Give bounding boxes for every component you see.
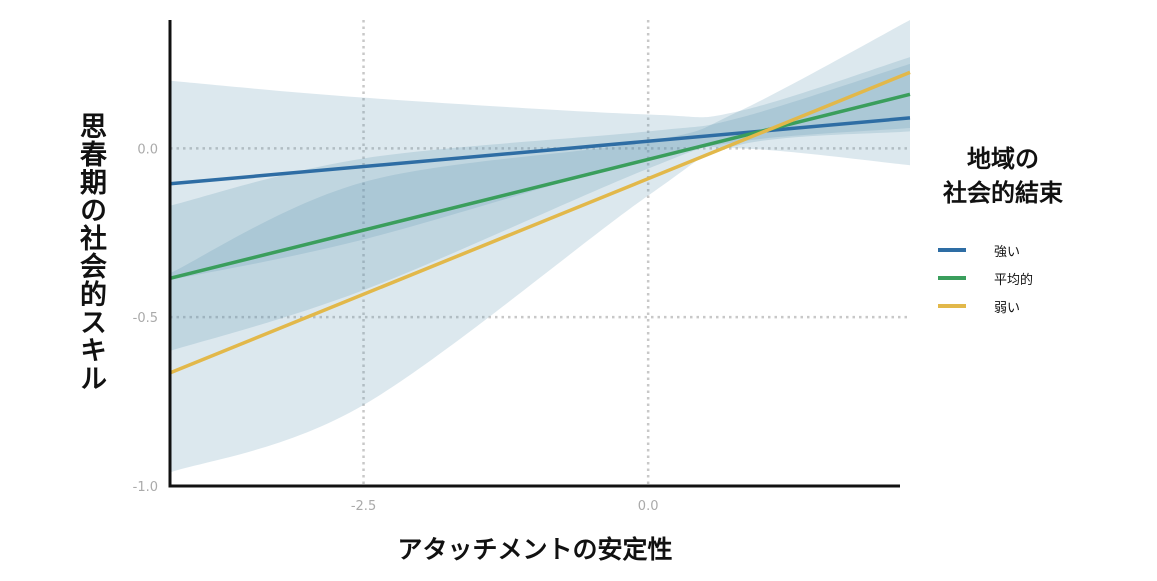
x-tick-label-1: 0.0 — [638, 499, 659, 514]
y-tick-label-2: -1.0 — [133, 480, 158, 495]
legend-swatch-average — [938, 276, 966, 280]
y-axis-label: 思春期の社会的スキル — [75, 112, 106, 392]
legend-item-average: 平均的 — [938, 264, 1033, 292]
line-strong — [169, 116, 911, 186]
line-average — [169, 92, 911, 281]
legend-item-strong: 強い — [938, 236, 1033, 264]
x-tick-label-0: -2.5 — [351, 499, 376, 514]
axes — [168, 20, 900, 488]
confidence-bands — [170, 20, 910, 473]
band-weak — [170, 20, 910, 473]
x-axis-label: アタッチメントの安定性 — [397, 535, 673, 564]
series-lines — [169, 70, 911, 375]
legend-title: 地域の 社会的結束 — [918, 142, 1088, 210]
legend-item-weak: 弱い — [938, 292, 1033, 320]
legend-title-line-2: 社会的結束 — [943, 179, 1063, 207]
legend-swatch-strong — [938, 248, 966, 252]
legend-swatch-weak — [938, 304, 966, 308]
legend-label-strong: 強い — [994, 244, 1021, 260]
y-tick-label-1: -0.5 — [133, 311, 158, 326]
legend-label-weak: 弱い — [994, 300, 1021, 316]
line-weak — [169, 70, 911, 375]
legend-label-average: 平均的 — [994, 272, 1034, 288]
y-tick-label-0: 0.0 — [137, 142, 158, 157]
tick-labels: -2.5 0.0 0.0 -0.5 -1.0 — [133, 142, 659, 514]
legend: 強い 平均的 弱い — [938, 236, 1033, 320]
legend-title-line-1: 地域の — [967, 145, 1039, 173]
band-strong — [170, 57, 910, 281]
